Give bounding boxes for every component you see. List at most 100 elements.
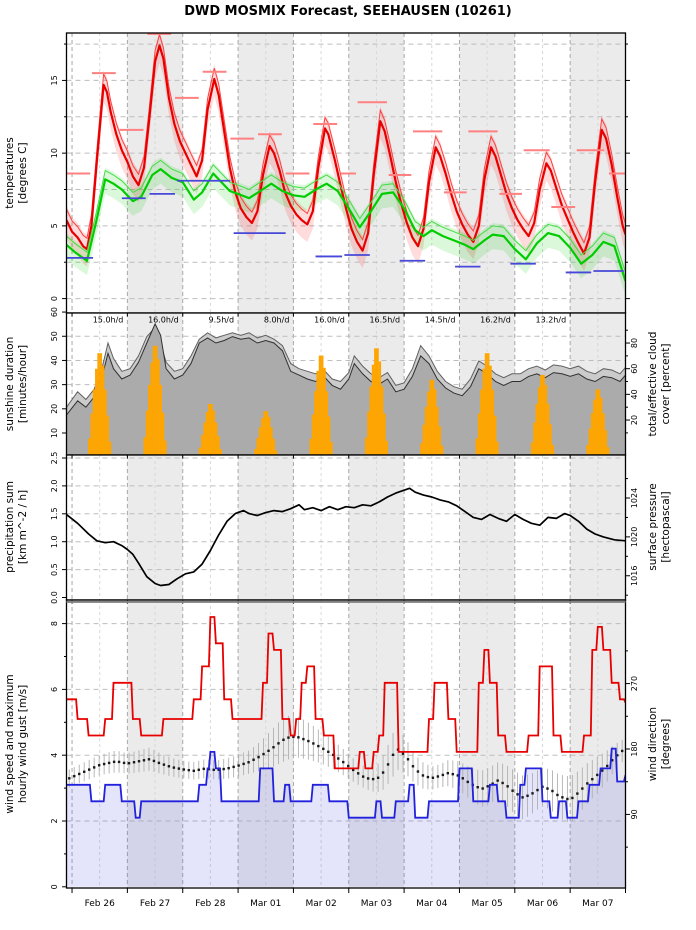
daily-sunshine-label: 16.5h/d [369,316,400,325]
sunshine-bar [547,403,550,455]
wind-direction-dot [516,793,519,796]
wind-gust-line [66,616,626,770]
wind-direction-dot [217,768,220,771]
sunshine-bar [424,406,428,455]
sunshine-cloud-series [66,322,626,455]
sunshine-bar [258,427,262,455]
wind-direction-dot [327,750,330,753]
sunshine-bar [475,438,478,455]
wind-direction-dot [591,777,594,781]
sunshine-bar [491,389,495,455]
svg-text:wind direction: wind direction [647,707,659,781]
sunshine-bar [321,355,324,455]
wind-direction-dot [446,771,450,775]
sunshine-bar [537,387,541,455]
wind-direction-dot [511,789,514,792]
sunshine-bar [385,440,389,455]
sunshine-bar [586,445,589,455]
sunshine-bar [327,416,331,455]
wind-direction-dot [581,787,584,790]
x-axis-day-label: Feb 28 [195,899,226,909]
dew-point-band [66,157,626,296]
sunshine-bar [263,411,266,455]
svg-text:wind speed and maximum: wind speed and maximum [4,674,16,813]
daily-sunshine-label: 13.2h/d [535,316,566,325]
wind-direction-dot [536,788,539,792]
daily-sunshine-label: 15.0h/d [93,316,124,325]
wind-direction-dot [247,761,250,764]
sunshine-bar [311,414,315,455]
sunshine-bar [203,422,206,455]
sunshine-bar [90,413,93,455]
sunshine-bar [482,368,485,455]
svg-text:cover [percent]: cover [percent] [660,344,672,425]
daily-sunshine-label: 16.0h/d [314,316,345,325]
sunshine-bar [330,441,333,455]
wind-direction-dot [172,766,176,769]
wind-speed-area [66,748,626,887]
sunshine-bar [95,368,98,455]
sunshine-bar [261,418,264,455]
wind-direction-dot [122,761,126,765]
wind-direction-dot [107,761,111,765]
wind-direction-dot [73,774,76,778]
wind-direction-dot [212,768,215,771]
daily-sunshine-label: 9.5h/d [208,316,234,325]
wind-direction-dot [406,758,410,761]
wind-direction-dot [351,768,355,772]
sunshine-bar [595,389,598,455]
pressure-axis-title: surface pressure [hectopascal] [647,483,672,571]
sunshine-bar [496,441,499,455]
sunshine-bar [494,415,497,455]
wind-direction-dot [83,770,86,773]
svg-text:surface pressure: surface pressure [647,483,659,571]
svg-text:precipitation sum: precipitation sum [4,481,16,573]
wind-speed-line [66,747,626,819]
cloud-axis-title: total/effective cloud cover [percent] [647,332,672,437]
sunshine-bar [477,413,481,455]
wind-direction-dot [337,757,340,760]
wind-direction-dot [78,772,81,776]
sunshine-bar [155,345,158,455]
sunshine-bar [607,447,610,455]
wind-direction-axis-title: wind direction [degrees] [647,707,672,781]
wind-direction-dot [606,764,609,768]
svg-text:15: 15 [50,75,59,85]
sunshine-bar [427,391,430,455]
wind-direction-dot [401,752,405,755]
wind-direction-dot [421,774,425,777]
panel-border [65,599,627,889]
sunshine-bar [480,389,483,455]
wind-direction-dot [237,764,240,767]
sunshine-bar [143,437,146,455]
wind-direction-dot [157,761,161,765]
sunshine-bar [364,437,368,455]
sunshine-bar [148,384,151,455]
sunshine-bar [265,411,269,455]
sunshine-bar [256,437,259,455]
sunshine-bar [369,386,372,455]
wind-direction-dot [491,782,494,785]
daily-sunshine-label: 16.0h/d [148,316,179,325]
svg-text:1016: 1016 [630,566,639,586]
sunshine-bar [588,428,591,455]
wind-direction-dot [127,762,131,765]
sunshine-bar [210,403,213,455]
x-axis-day-label: Mar 01 [250,899,281,909]
sunshine-axis-title: sunshine duration [minutes/hour] [4,337,29,431]
wind-direction-dot [182,768,186,771]
wind-direction-dot [376,776,380,779]
wind-direction-dot [486,785,489,788]
temperature-2m-band [66,33,626,271]
sunshine-bar [219,449,222,455]
wind-direction-dot [152,759,156,763]
sunshine-bar [268,416,271,455]
wind-direction-dot [546,787,549,790]
daily-sunshine-label: 16.2h/d [480,316,511,325]
svg-text:20: 20 [50,404,59,414]
svg-text:10: 10 [50,428,59,438]
svg-text:[km m^-2 / h]: [km m^-2 / h] [17,490,29,564]
svg-text:5: 5 [50,223,59,228]
effective-cloud-line [66,322,626,416]
